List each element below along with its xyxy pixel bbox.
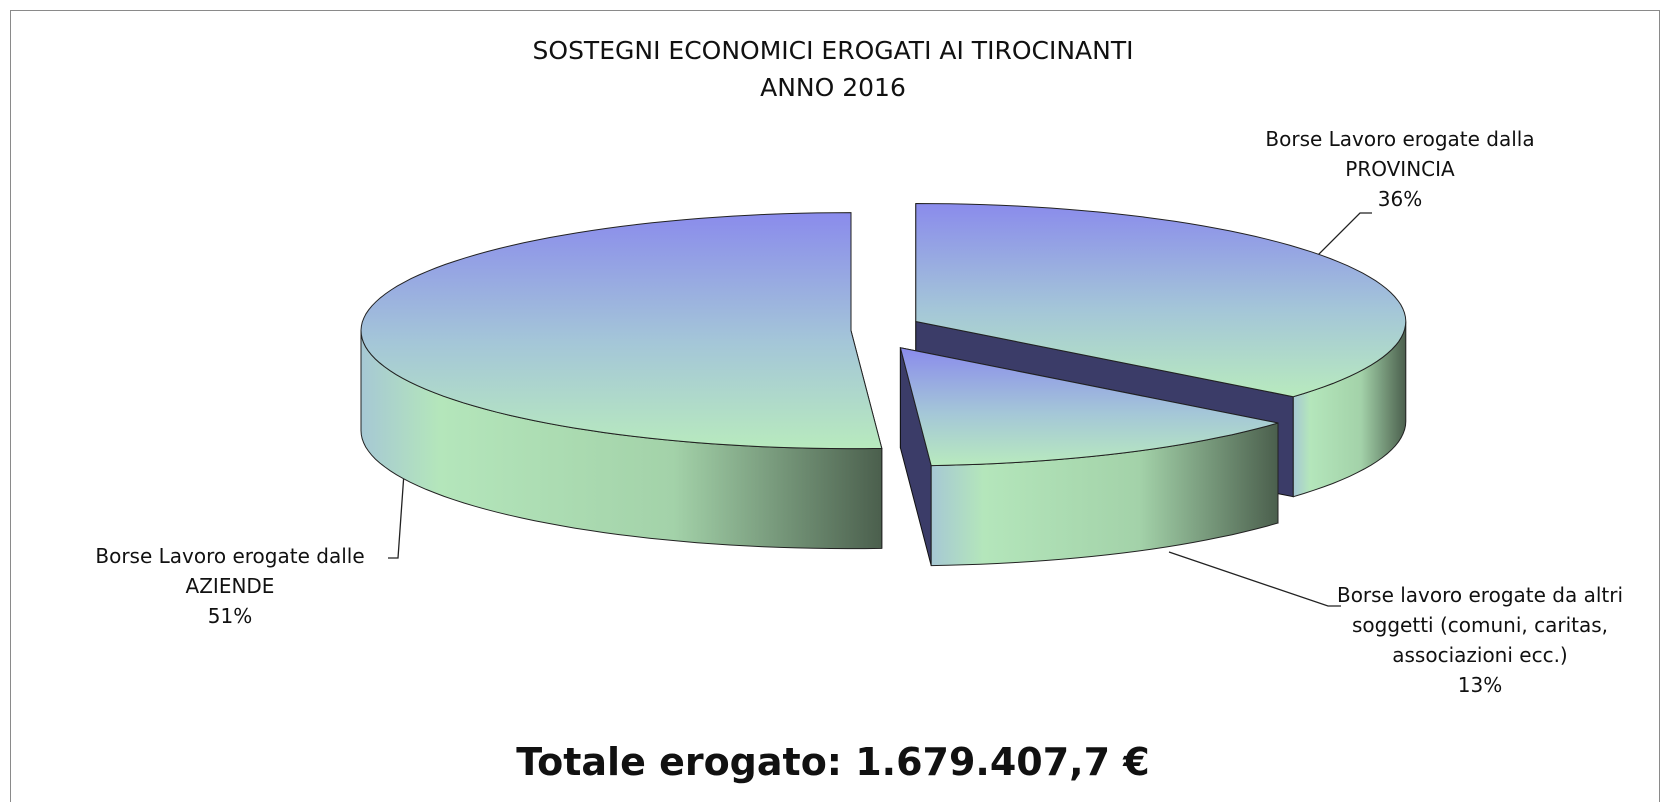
total-annotation: Totale erogato: 1.679.407,7 € <box>516 740 1150 784</box>
leader-line <box>388 472 405 559</box>
leader-line <box>1306 212 1372 267</box>
category-label: Borse lavoro erogate da altri soggetti (… <box>1336 583 1624 667</box>
category-label: Borse Lavoro erogate dalle AZIENDE <box>95 544 365 598</box>
slice <box>360 212 883 450</box>
value-label: 36% <box>1377 187 1423 211</box>
slice-label: Borse Lavoro erogate dalla PROVINCIA 36% <box>1240 124 1560 214</box>
slice-label: Borse lavoro erogate da altri soggetti (… <box>1335 580 1625 700</box>
slice-label: Borse Lavoro erogate dalle AZIENDE 51% <box>75 541 385 631</box>
slice <box>915 202 1407 398</box>
leader-line <box>1168 551 1341 607</box>
chart-title: ANNO 2016 <box>760 73 906 102</box>
slice <box>899 347 1279 467</box>
value-label: 13% <box>1457 673 1503 697</box>
category-label: Borse Lavoro erogate dalla PROVINCIA <box>1265 127 1535 181</box>
chart-frame <box>10 10 1660 802</box>
chart-title: SOSTEGNI ECONOMICI EROGATI AI TIROCINANT… <box>532 36 1134 65</box>
value-label: 51% <box>207 604 253 628</box>
